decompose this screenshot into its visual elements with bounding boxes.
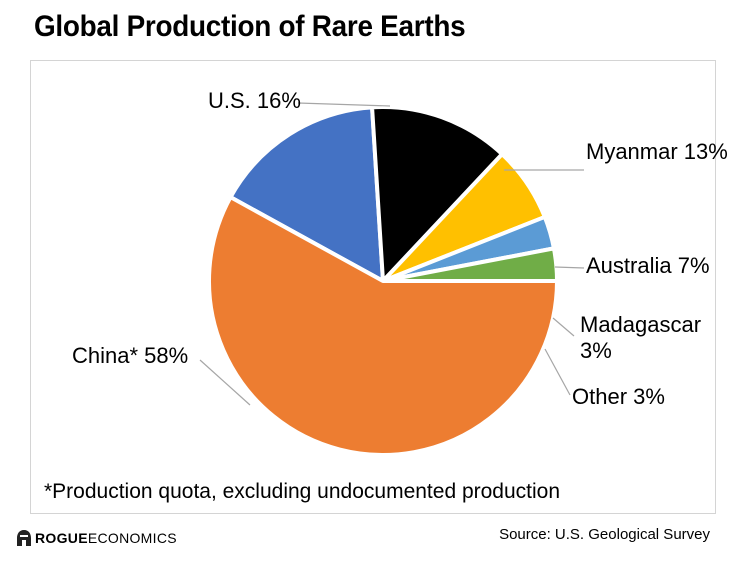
slice-label-madagascar: Madagascar 3% [580, 312, 702, 363]
pie-slice-myanmar [370, 105, 505, 283]
leader-line-other [544, 348, 571, 396]
leader-line-china [199, 359, 251, 406]
source-note: Source: U.S. Geological Survey [499, 526, 710, 543]
leader-line-us [297, 102, 391, 107]
chart-frame [30, 60, 716, 514]
brand-name-rest: ECONOMICS [87, 530, 177, 546]
footnote: *Production quota, excluding undocumente… [44, 480, 561, 503]
slice-label-us: U.S. 16% [208, 88, 301, 113]
rogue-helmet-icon [17, 530, 31, 546]
slice-label-china: China* 58% [72, 343, 189, 368]
chart-title: Global Production of Rare Earths [34, 10, 466, 43]
brand-logo: ROGUE ECONOMICS [16, 528, 177, 548]
pie-slice-china [207, 195, 559, 457]
slice-label-myanmar: Myanmar 13% [586, 139, 728, 164]
leader-line-madagascar [552, 317, 575, 337]
slice-label-other: Other 3% [572, 384, 665, 409]
slice-label-australia: Australia 7% [586, 253, 710, 278]
pie-slice-us [228, 105, 385, 283]
leader-line-australia [554, 266, 585, 269]
brand-name-bold: ROGUE [35, 530, 88, 546]
